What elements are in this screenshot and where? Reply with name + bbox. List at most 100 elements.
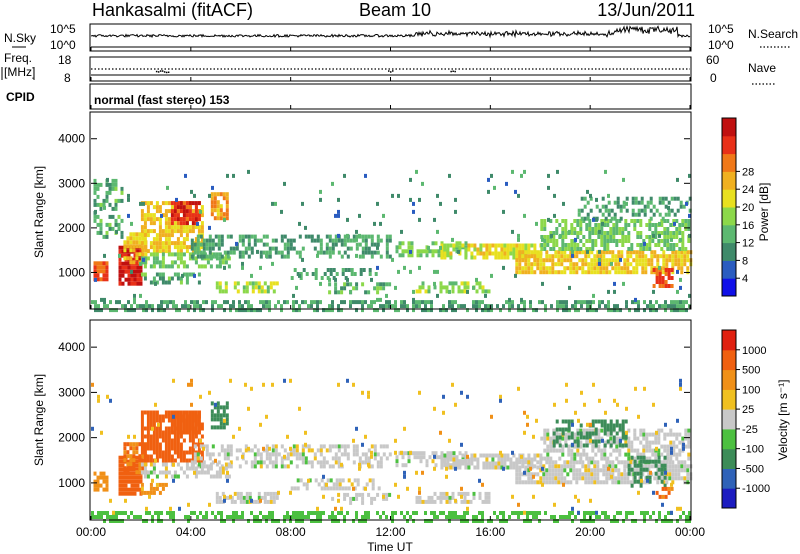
data-cell: [641, 472, 645, 477]
data-cell: [212, 474, 216, 479]
data-cell: [210, 204, 214, 209]
data-cell: [194, 209, 198, 214]
data-cell: [573, 439, 577, 444]
colorbar-swatch: [722, 135, 736, 155]
data-cell: [358, 462, 361, 467]
data-cell: [598, 398, 601, 403]
data-cell: [440, 461, 444, 466]
data-cell: [120, 198, 124, 203]
data-cell: [603, 219, 607, 223]
data-cell: [602, 464, 606, 469]
data-cell: [677, 266, 681, 271]
data-cell: [133, 297, 136, 302]
data-cell: [220, 444, 224, 449]
data-cell: [466, 491, 470, 496]
data-cell: [331, 308, 334, 313]
data-cell: [379, 464, 383, 469]
data-cell: [533, 480, 537, 485]
data-cell: [603, 440, 607, 445]
data-cell: [597, 444, 601, 449]
data-cell: [188, 430, 192, 435]
data-cell: [494, 255, 498, 260]
data-cell: [681, 440, 685, 445]
data-cell: [121, 459, 125, 464]
data-cell: [446, 247, 450, 252]
data-cell: [491, 461, 495, 466]
data-cell: [554, 254, 558, 259]
data-cell: [349, 500, 353, 505]
data-cell: [164, 458, 168, 463]
data-cell: [93, 214, 97, 219]
data-cell: [629, 480, 633, 485]
data-cell: [548, 460, 552, 465]
data-cell: [329, 486, 333, 491]
data-cell: [569, 464, 573, 469]
data-cell: [149, 241, 153, 246]
data-cell: [329, 478, 333, 483]
data-cell: [133, 475, 137, 480]
data-cell: [575, 476, 579, 481]
data-cell: [123, 442, 127, 447]
data-cell: [172, 414, 175, 419]
data-cell: [238, 448, 242, 453]
data-cell: [220, 234, 224, 239]
data-cell: [320, 478, 324, 483]
data-cell: [539, 453, 543, 458]
data-cell: [331, 444, 335, 449]
data-cell: [671, 262, 675, 267]
data-cell: [301, 460, 305, 465]
data-cell: [129, 462, 133, 467]
data-cell: [527, 250, 531, 255]
data-cell: [193, 452, 197, 457]
data-cell: [665, 464, 669, 469]
data-cell: [401, 463, 405, 468]
data-cell: [256, 460, 260, 465]
data-cell: [601, 300, 604, 305]
data-cell: [434, 249, 438, 254]
data-cell: [442, 304, 445, 309]
data-cell: [640, 196, 644, 201]
data-cell: [497, 255, 501, 260]
data-cell: [121, 304, 124, 309]
data-cell: [669, 223, 673, 227]
data-cell: [535, 308, 538, 313]
data-cell: [364, 434, 367, 439]
frequency-dip-dot: [161, 70, 164, 72]
data-cell: [627, 428, 631, 433]
data-cell: [265, 300, 268, 305]
data-cell: [370, 242, 374, 247]
data-cell: [552, 239, 556, 243]
data-cell: [451, 491, 455, 496]
data-cell: [208, 250, 212, 255]
data-cell: [645, 432, 649, 437]
data-cell: [679, 378, 682, 383]
data-cell: [488, 247, 492, 252]
data-cell: [347, 486, 351, 491]
colorbar-swatch: [722, 488, 736, 509]
data-cell: [509, 251, 513, 256]
data-cell: [193, 444, 197, 449]
data-cell: [304, 460, 308, 465]
data-cell: [370, 300, 373, 305]
data-cell: [675, 227, 679, 231]
data-cell: [630, 448, 634, 453]
data-cell: [367, 390, 370, 395]
data-cell: [400, 450, 403, 455]
data-cell: [662, 266, 666, 271]
data-cell: [191, 252, 195, 257]
data-cell: [149, 454, 153, 459]
data-cell: [657, 432, 661, 437]
data-cell: [184, 173, 187, 178]
data-cell: [203, 470, 207, 475]
data-cell: [196, 221, 199, 226]
data-cell: [280, 250, 284, 255]
data-cell: [182, 252, 186, 257]
data-cell: [301, 452, 305, 457]
data-cell: [604, 410, 607, 415]
data-cell: [272, 499, 276, 504]
data-cell: [412, 289, 415, 294]
data-cell: [161, 430, 165, 435]
data-cell: [473, 457, 477, 462]
data-cell: [182, 209, 186, 214]
data-cell: [615, 223, 619, 227]
